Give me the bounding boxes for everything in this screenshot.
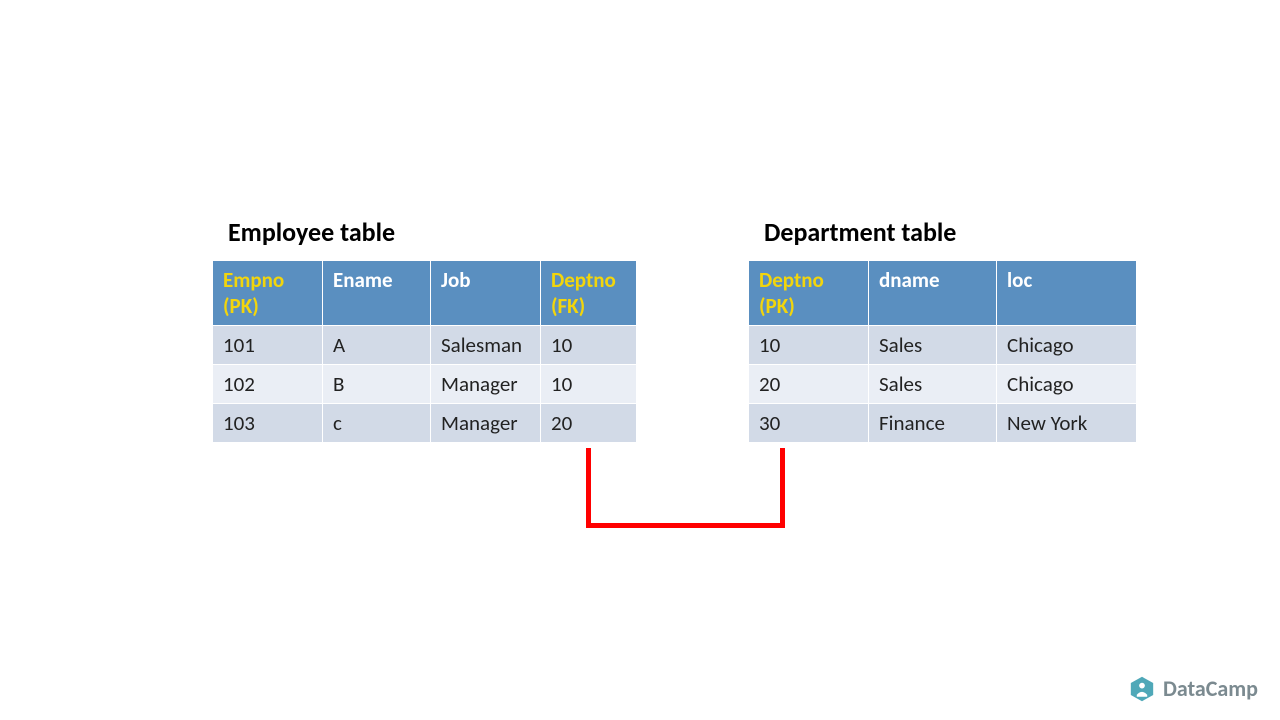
datacamp-logo: DataCamp: [1129, 675, 1258, 702]
table-cell: 20: [541, 404, 637, 443]
table-cell: Sales: [869, 365, 997, 404]
datacamp-text: DataCamp: [1163, 675, 1258, 702]
column-header: loc: [997, 261, 1137, 326]
column-header: Deptno (FK): [541, 261, 637, 326]
table-cell: Manager: [431, 404, 541, 443]
relationship-connector: [586, 448, 591, 528]
table-cell: c: [323, 404, 431, 443]
table-row: 10SalesChicago: [749, 326, 1137, 365]
table-cell: Manager: [431, 365, 541, 404]
table-cell: Chicago: [997, 365, 1137, 404]
department-table: Deptno (PK)dnameloc10SalesChicago20Sales…: [748, 260, 1137, 443]
column-header: Empno (PK): [213, 261, 323, 326]
datacamp-icon: [1129, 676, 1155, 702]
employee-title: Employee table: [228, 216, 637, 248]
table-row: 102BManager10: [213, 365, 637, 404]
table-cell: 102: [213, 365, 323, 404]
employee-table-block: Employee table Empno (PK)EnameJobDeptno …: [212, 216, 637, 443]
table-cell: Finance: [869, 404, 997, 443]
table-cell: 101: [213, 326, 323, 365]
table-cell: New York: [997, 404, 1137, 443]
table-cell: 10: [541, 365, 637, 404]
table-cell: 30: [749, 404, 869, 443]
table-cell: Sales: [869, 326, 997, 365]
department-title: Department table: [764, 216, 1137, 248]
column-header: Job: [431, 261, 541, 326]
table-row: 30FinanceNew York: [749, 404, 1137, 443]
relationship-connector: [780, 448, 785, 528]
table-row: 101ASalesman10: [213, 326, 637, 365]
table-cell: Salesman: [431, 326, 541, 365]
department-table-block: Department table Deptno (PK)dnameloc10Sa…: [748, 216, 1137, 443]
table-cell: 10: [749, 326, 869, 365]
table-row: 20SalesChicago: [749, 365, 1137, 404]
column-header: Ename: [323, 261, 431, 326]
table-cell: B: [323, 365, 431, 404]
table-row: 103cManager20: [213, 404, 637, 443]
table-cell: 10: [541, 326, 637, 365]
table-cell: 103: [213, 404, 323, 443]
table-cell: 20: [749, 365, 869, 404]
employee-table: Empno (PK)EnameJobDeptno (FK)101ASalesma…: [212, 260, 637, 443]
table-cell: A: [323, 326, 431, 365]
table-cell: Chicago: [997, 326, 1137, 365]
column-header: dname: [869, 261, 997, 326]
relationship-connector: [586, 523, 785, 528]
column-header: Deptno (PK): [749, 261, 869, 326]
